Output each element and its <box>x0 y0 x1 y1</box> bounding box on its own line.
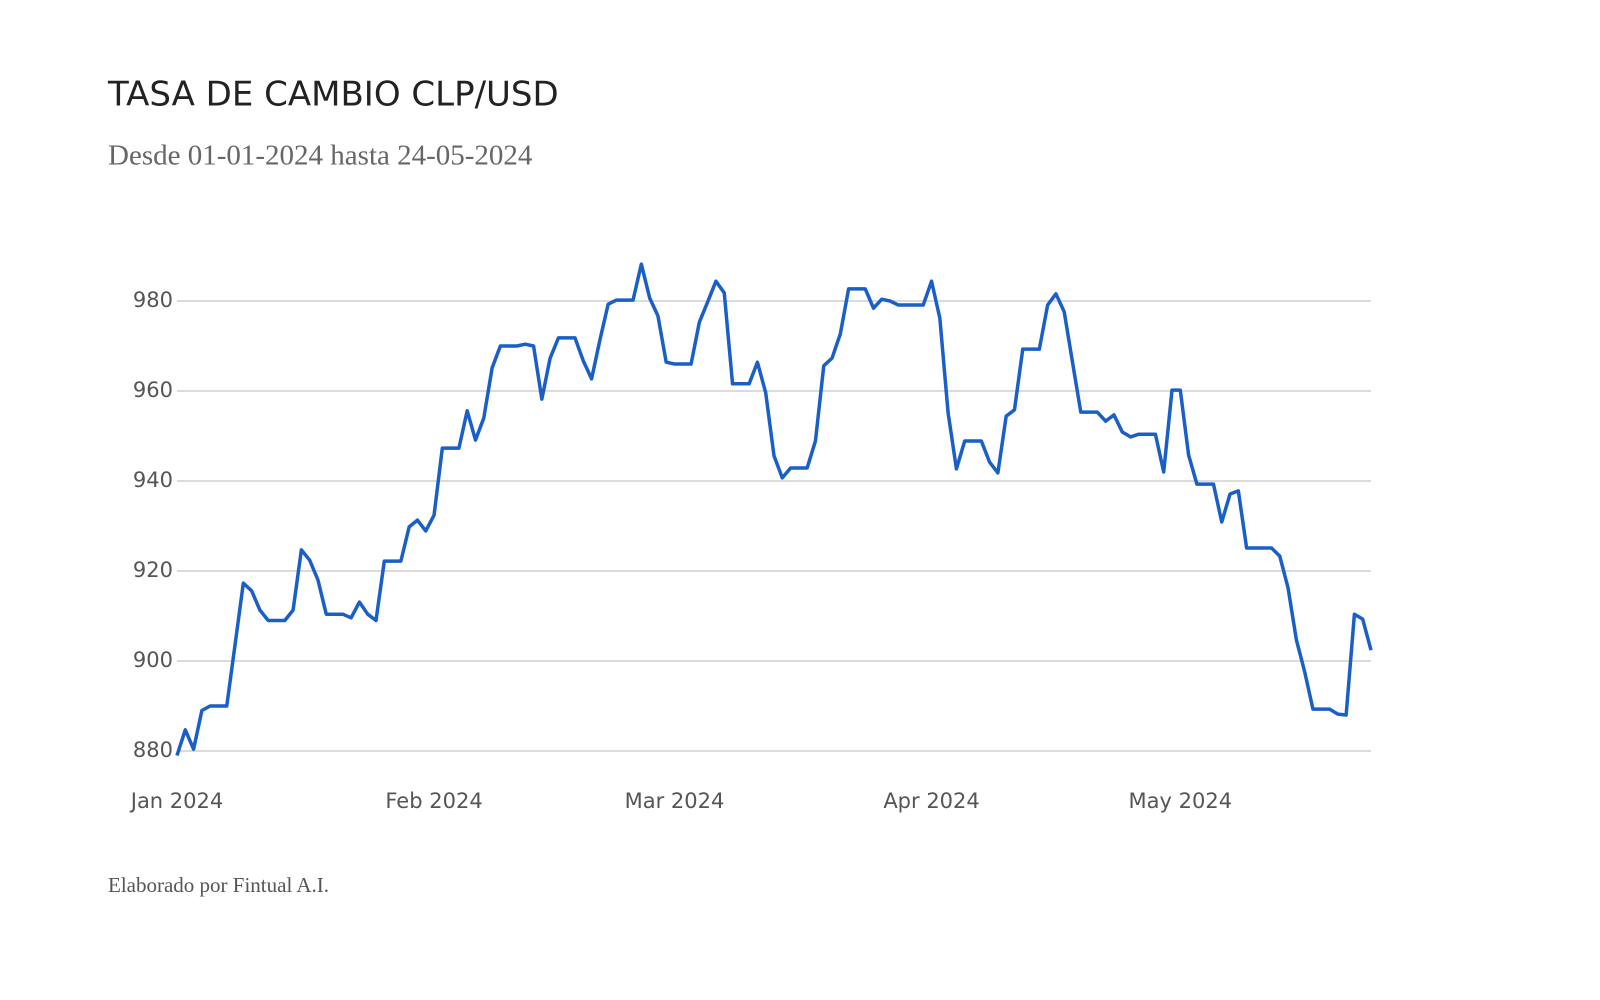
y-tick-label: 980 <box>133 288 173 312</box>
y-tick-label: 920 <box>133 558 173 582</box>
y-tick-label: 940 <box>133 468 173 492</box>
chart-footer: Elaborado por Fintual A.I. <box>108 873 329 897</box>
x-tick-label: Feb 2024 <box>385 789 482 813</box>
chart-title: TASA DE CAMBIO CLP/USD <box>107 75 559 115</box>
chart-subtitle: Desde 01-01-2024 hasta 24-05-2024 <box>108 140 533 172</box>
line-series <box>175 262 1373 757</box>
x-tick-label: Jan 2024 <box>129 789 224 813</box>
x-tick-label: Apr 2024 <box>883 789 979 813</box>
y-tick-label: 960 <box>133 378 173 402</box>
y-tick-label: 900 <box>133 648 173 672</box>
x-tick-label: Mar 2024 <box>625 789 725 813</box>
y-tick-label: 880 <box>133 738 173 762</box>
x-tick-label: May 2024 <box>1129 789 1233 813</box>
